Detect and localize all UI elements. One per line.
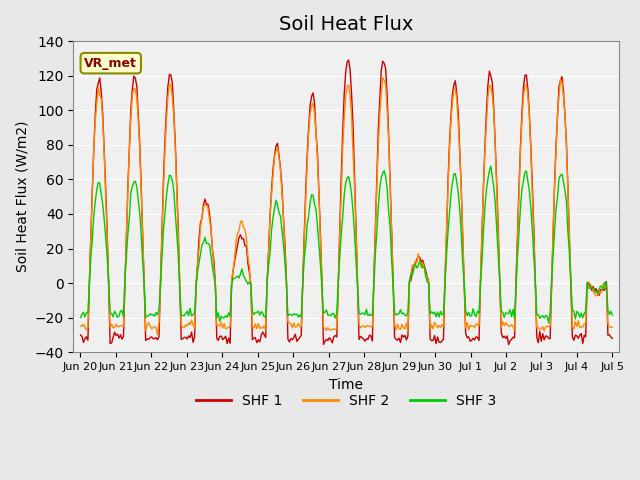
- SHF 1: [77, 332, 84, 338]
- SHF 3: [77, 315, 84, 321]
- SHF 2: [582, 321, 589, 326]
- SHF 2: [77, 323, 84, 329]
- SHF 1: [235, 234, 243, 240]
- Y-axis label: Soil Heat Flux (W/m2): Soil Heat Flux (W/m2): [15, 121, 29, 273]
- SHF 2: [311, 111, 319, 117]
- SHF 1: [142, 337, 150, 343]
- SHF 3: [235, 275, 243, 281]
- SHF 2: [609, 324, 616, 330]
- SHF 3: [142, 314, 150, 320]
- SHF 1: [262, 335, 269, 340]
- SHF 2: [142, 328, 150, 334]
- SHF 2: [263, 278, 271, 284]
- SHF 3: [582, 308, 589, 314]
- SHF 1: [309, 90, 317, 96]
- Line: SHF 1: SHF 1: [81, 60, 612, 345]
- Line: SHF 3: SHF 3: [81, 166, 612, 323]
- SHF 3: [253, 310, 260, 315]
- SHF 1: [505, 342, 513, 348]
- Line: SHF 2: SHF 2: [81, 78, 612, 335]
- SHF 3: [609, 312, 616, 318]
- X-axis label: Time: Time: [330, 377, 364, 392]
- SHF 2: [255, 321, 262, 326]
- SHF 1: [609, 336, 616, 341]
- SHF 2: [154, 332, 161, 337]
- SHF 1: [582, 334, 589, 340]
- Text: VR_met: VR_met: [84, 57, 137, 70]
- SHF 3: [262, 314, 269, 320]
- Title: Soil Heat Flux: Soil Heat Flux: [279, 15, 413, 34]
- SHF 3: [487, 163, 495, 169]
- Legend: SHF 1, SHF 2, SHF 3: SHF 1, SHF 2, SHF 3: [191, 389, 502, 414]
- SHF 2: [237, 219, 244, 225]
- SHF 1: [253, 340, 260, 346]
- SHF 2: [379, 75, 387, 81]
- SHF 3: [309, 192, 317, 198]
- SHF 3: [545, 320, 552, 326]
- SHF 1: [345, 57, 353, 63]
